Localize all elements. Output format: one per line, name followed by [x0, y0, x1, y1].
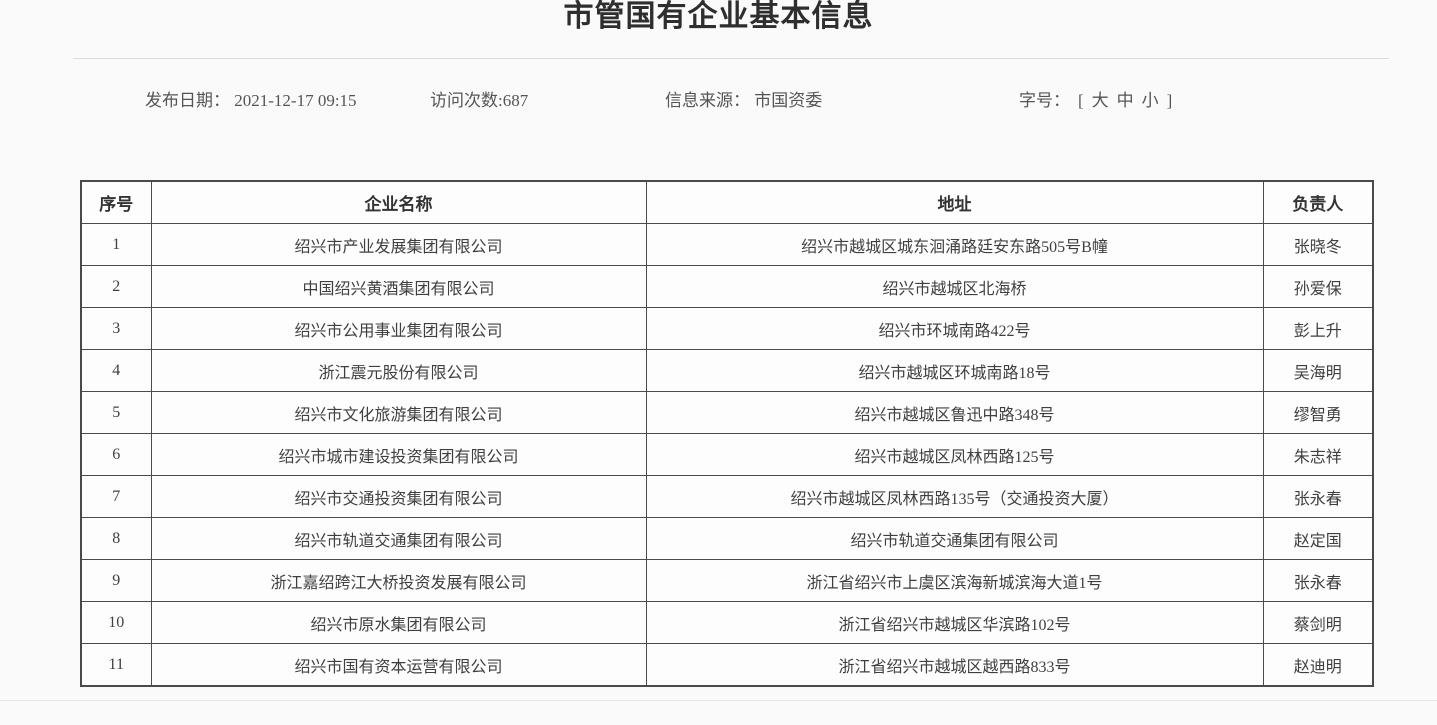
table-row: 7 绍兴市交通投资集团有限公司 绍兴市越城区凤林西路135号（交通投资大厦） 张永春 [80, 475, 1374, 518]
font-size-medium-link[interactable]: 中 [1116, 91, 1134, 110]
font-size-large-link[interactable]: 大 [1091, 91, 1109, 110]
info-source: 信息来源： 市国资委 [665, 86, 822, 111]
info-source-value: 市国资委 [754, 91, 823, 110]
cell-seq: 3 [80, 307, 152, 350]
meta-row: 发布日期： 2021-12-17 09:15 访问次数:687 信息来源： 市国… [0, 86, 1437, 111]
cell-address: 浙江省绍兴市越城区越西路833号 [645, 643, 1264, 687]
cell-person: 蔡剑明 [1262, 601, 1374, 644]
cell-address: 绍兴市越城区鲁迅中路348号 [645, 391, 1264, 434]
table-header: 序号 企业名称 地址 负责人 [80, 180, 1374, 224]
publish-date-label: 发布日期： [145, 91, 230, 110]
publish-date: 发布日期： 2021-12-17 09:15 [145, 86, 357, 111]
bottom-divider [0, 700, 1437, 701]
cell-enterprise-name: 绍兴市原水集团有限公司 [150, 601, 647, 644]
page-title: 市管国有企业基本信息 [563, 0, 874, 33]
table-row: 9 浙江嘉绍跨江大桥投资发展有限公司 浙江省绍兴市上虞区滨海新城滨海大道1号 张永春 [80, 559, 1374, 602]
cell-enterprise-name: 浙江震元股份有限公司 [150, 349, 647, 392]
cell-seq: 4 [80, 349, 152, 392]
cell-seq: 10 [80, 601, 152, 644]
cell-person: 张永春 [1262, 559, 1374, 602]
table-row: 5 绍兴市文化旅游集团有限公司 绍兴市越城区鲁迅中路348号 缪智勇 [80, 391, 1374, 434]
cell-address: 绍兴市轨道交通集团有限公司 [645, 517, 1264, 560]
cell-seq: 6 [80, 433, 152, 476]
table-row: 3 绍兴市公用事业集团有限公司 绍兴市环城南路422号 彭上升 [80, 307, 1374, 350]
bracket-open: [ [1078, 91, 1084, 110]
cell-enterprise-name: 绍兴市文化旅游集团有限公司 [150, 391, 647, 434]
table-row: 1 绍兴市产业发展集团有限公司 绍兴市越城区城东洄涌路廷安东路505号B幢 张晓冬 [80, 223, 1374, 266]
cell-address: 浙江省绍兴市上虞区滨海新城滨海大道1号 [645, 559, 1264, 602]
cell-enterprise-name: 绍兴市轨道交通集团有限公司 [150, 517, 647, 560]
cell-address: 绍兴市越城区凤林西路135号（交通投资大厦） [645, 475, 1264, 518]
font-size-label: 字号： [1019, 91, 1070, 110]
col-header-name: 企业名称 [150, 180, 647, 224]
cell-seq: 11 [80, 643, 152, 687]
visit-count: 访问次数:687 [430, 86, 528, 111]
table-body: 1 绍兴市产业发展集团有限公司 绍兴市越城区城东洄涌路廷安东路505号B幢 张晓冬 2 中… [80, 223, 1374, 687]
cell-address: 绍兴市环城南路422号 [645, 307, 1264, 350]
cell-address: 绍兴市越城区城东洄涌路廷安东路505号B幢 [645, 223, 1264, 266]
enterprise-table: 序号 企业名称 地址 负责人 1 绍兴市产业发展集团有限公司 绍兴市越城区城东洄涌路廷安东… [80, 180, 1374, 687]
table-row: 10 绍兴市原水集团有限公司 浙江省绍兴市越城区华滨路102号 蔡剑明 [80, 601, 1374, 644]
cell-enterprise-name: 绍兴市国有资本运营有限公司 [150, 643, 647, 687]
cell-address: 绍兴市越城区北海桥 [645, 265, 1264, 308]
cell-seq: 1 [80, 223, 152, 266]
col-header-person: 负责人 [1262, 180, 1374, 224]
font-size-control: 字号： [ 大中小] [1015, 86, 1176, 111]
cell-person: 张晓冬 [1262, 223, 1374, 266]
visit-count-label: 访问次数: [430, 91, 503, 110]
cell-seq: 5 [80, 391, 152, 434]
cell-person: 张永春 [1262, 475, 1374, 518]
cell-seq: 8 [80, 517, 152, 560]
cell-address: 绍兴市越城区环城南路18号 [645, 349, 1264, 392]
cell-address: 浙江省绍兴市越城区华滨路102号 [645, 601, 1264, 644]
table-row: 8 绍兴市轨道交通集团有限公司 绍兴市轨道交通集团有限公司 赵定国 [80, 517, 1374, 560]
publish-date-value: 2021-12-17 09:15 [234, 91, 357, 110]
cell-enterprise-name: 绍兴市产业发展集团有限公司 [150, 223, 647, 266]
table-row: 2 中国绍兴黄酒集团有限公司 绍兴市越城区北海桥 孙爱保 [80, 265, 1374, 308]
table-row: 6 绍兴市城市建设投资集团有限公司 绍兴市越城区凤林西路125号 朱志祥 [80, 433, 1374, 476]
col-header-seq: 序号 [80, 180, 152, 224]
table-row: 4 浙江震元股份有限公司 绍兴市越城区环城南路18号 吴海明 [80, 349, 1374, 392]
cell-person: 缪智勇 [1262, 391, 1374, 434]
visit-count-value: 687 [502, 91, 529, 110]
title-divider [73, 58, 1389, 59]
cell-enterprise-name: 绍兴市城市建设投资集团有限公司 [150, 433, 647, 476]
cell-enterprise-name: 绍兴市交通投资集团有限公司 [150, 475, 647, 518]
col-header-address: 地址 [645, 180, 1264, 224]
cell-address: 绍兴市越城区凤林西路125号 [645, 433, 1264, 476]
cell-person: 赵迪明 [1262, 643, 1374, 687]
cell-person: 赵定国 [1262, 517, 1374, 560]
bracket-close: ] [1166, 91, 1173, 110]
cell-enterprise-name: 浙江嘉绍跨江大桥投资发展有限公司 [150, 559, 647, 602]
cell-seq: 2 [80, 265, 152, 308]
cell-enterprise-name: 绍兴市公用事业集团有限公司 [150, 307, 647, 350]
cell-seq: 9 [80, 559, 152, 602]
info-source-label: 信息来源： [665, 91, 750, 110]
cell-person: 彭上升 [1262, 307, 1374, 350]
cell-enterprise-name: 中国绍兴黄酒集团有限公司 [150, 265, 647, 308]
cell-person: 朱志祥 [1262, 433, 1374, 476]
cell-person: 吴海明 [1262, 349, 1374, 392]
cell-person: 孙爱保 [1262, 265, 1374, 308]
cell-seq: 7 [80, 475, 152, 518]
font-size-small-link[interactable]: 小 [1141, 91, 1159, 110]
table-row: 11 绍兴市国有资本运营有限公司 浙江省绍兴市越城区越西路833号 赵迪明 [80, 643, 1374, 687]
